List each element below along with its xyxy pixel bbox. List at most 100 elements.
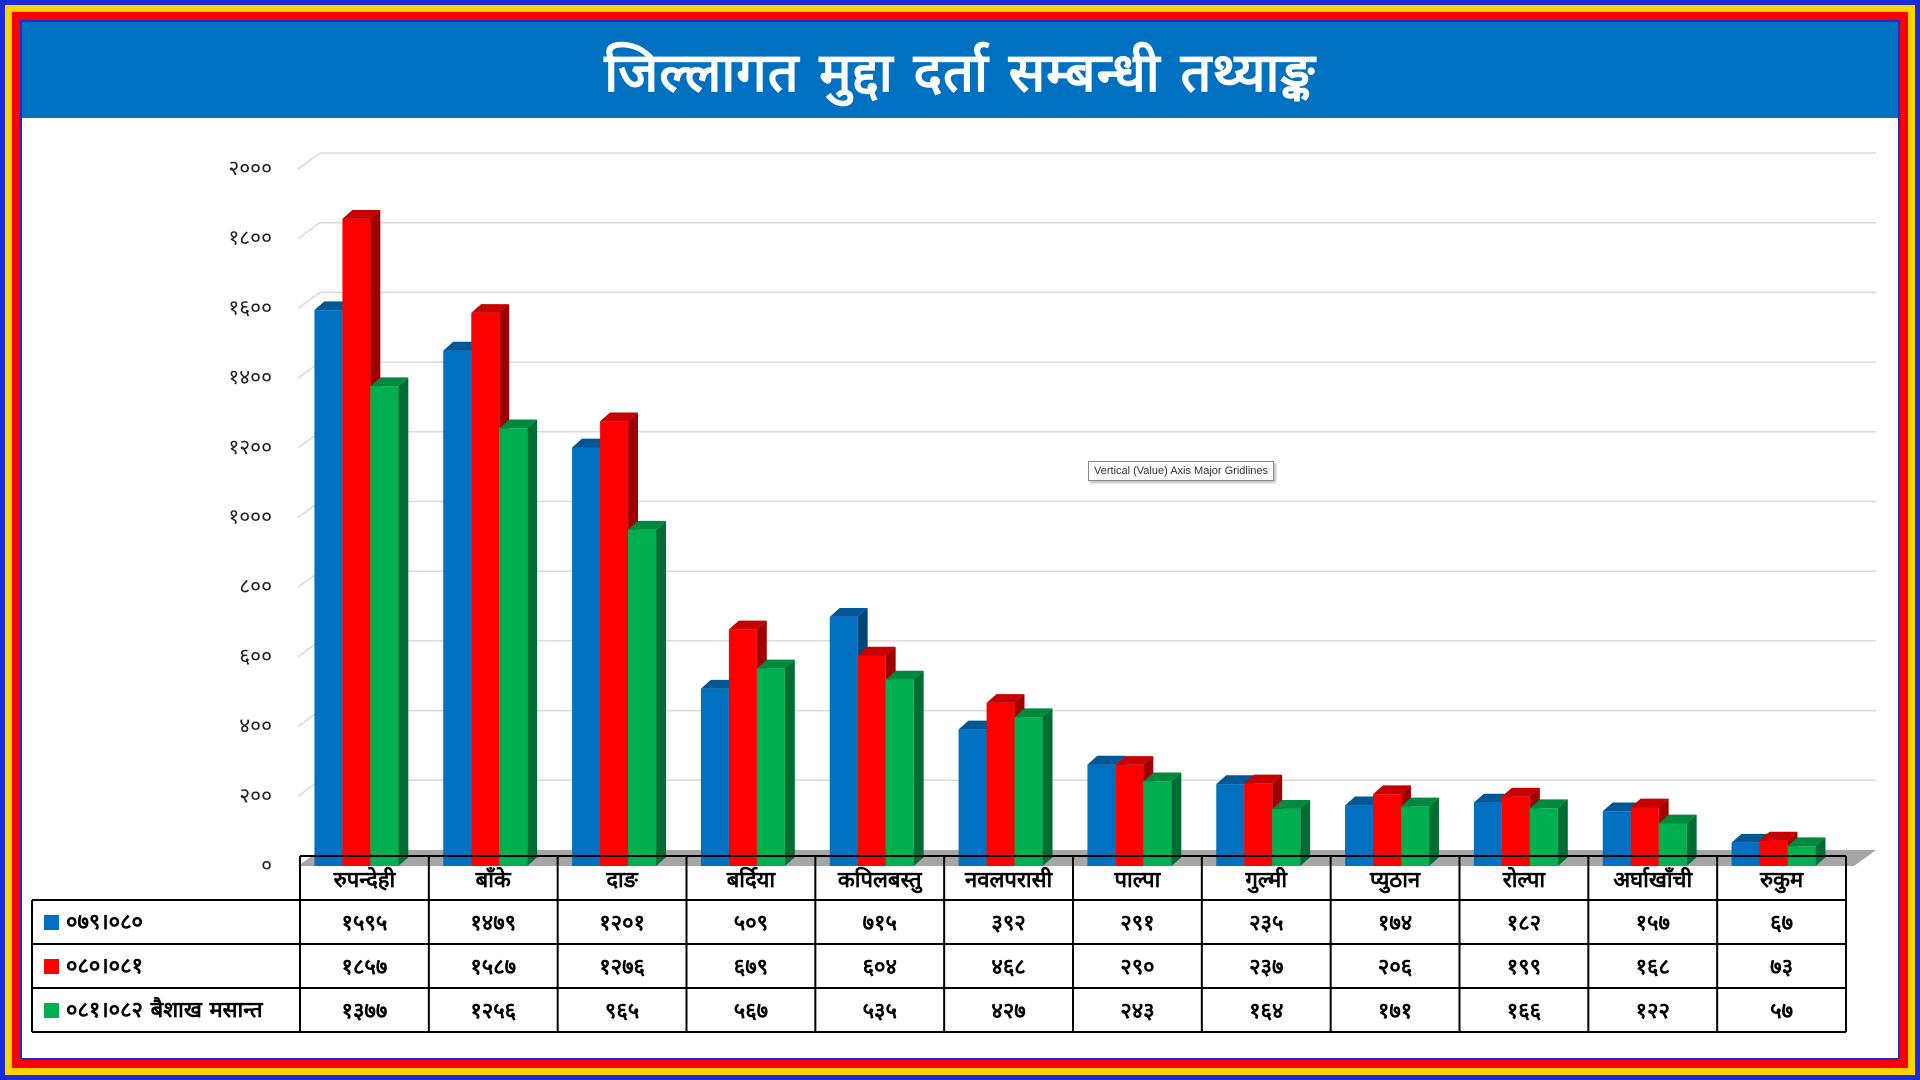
data-value-label: ५०९ [734, 911, 768, 936]
bar-side [1429, 797, 1439, 866]
bar-side [527, 419, 538, 866]
y-tick-label: ६०० [239, 644, 272, 668]
data-value-label: ५३५ [863, 999, 897, 1024]
category-label: कपिलबस्तु [837, 866, 923, 894]
bar [756, 668, 785, 866]
y-tick-label: १८०० [228, 226, 272, 250]
bar-side [1815, 837, 1826, 866]
data-value-label: १९९ [1507, 955, 1541, 980]
data-value-label: १७१ [1378, 999, 1412, 1024]
bar [628, 529, 657, 866]
bar [314, 310, 343, 867]
category-label: रुपन्देही [333, 866, 397, 893]
bar [728, 629, 757, 866]
data-value-label: ९६५ [605, 999, 639, 1024]
category-label: रोल्पा [1502, 866, 1547, 893]
data-value-label: १६८ [1636, 955, 1670, 980]
bar [572, 447, 601, 866]
category-label: रुकुम [1759, 868, 1804, 894]
data-value-label: २९१ [1120, 911, 1154, 936]
category-label: प्युठान [1369, 868, 1421, 894]
bar [370, 386, 399, 866]
y-tick-label: १००० [228, 505, 272, 529]
frame-inner-border [20, 20, 1900, 1060]
frame-red-border [12, 12, 1908, 1068]
legend-series-name: ०७९।०८० [66, 910, 143, 935]
category-label: पाल्पा [1114, 868, 1162, 893]
data-value-label: १२०१ [599, 911, 645, 936]
bar-side [1686, 814, 1697, 866]
y-tick-label: १२०० [228, 435, 272, 459]
data-value-label: १५७ [1636, 911, 1670, 936]
chart-title-bar: जिल्लागत मुद्दा दर्ता सम्बन्धी तथ्याङ्क [22, 22, 1898, 118]
data-value-label: ७१५ [863, 911, 897, 936]
data-value-label: ५७ [1770, 999, 1793, 1024]
bar [885, 679, 914, 866]
legend-series-name: ०८१।०८२ बैशाख मसान्त [66, 996, 264, 1023]
data-value-label: १५८७ [470, 955, 516, 980]
gridline-side [297, 152, 321, 170]
bar [1529, 808, 1558, 866]
data-value-label: २३५ [1249, 911, 1283, 936]
bar-top [1501, 787, 1540, 797]
bar [1373, 794, 1402, 866]
bar [1602, 811, 1631, 866]
data-value-label: ७३ [1770, 955, 1793, 980]
data-value-label: २०६ [1378, 955, 1413, 980]
bar [857, 655, 886, 866]
data-value-label: ४६८ [991, 955, 1025, 980]
bar [1216, 784, 1245, 866]
data-value-label: १५९५ [342, 911, 388, 936]
data-value-label: १७४ [1378, 911, 1412, 936]
bar [342, 218, 371, 866]
bar-top [1087, 755, 1126, 765]
bar [1658, 823, 1687, 866]
bar-top [1014, 708, 1053, 718]
bar [1244, 783, 1273, 866]
bar-top [1759, 831, 1798, 841]
bar [1501, 796, 1530, 866]
bar-top [1658, 814, 1697, 824]
bar [443, 350, 472, 867]
bar-side [398, 377, 409, 866]
data-value-label: ५६७ [734, 999, 768, 1024]
bar-top [1787, 837, 1826, 847]
bar [1115, 764, 1144, 866]
data-value-label: १२२ [1636, 999, 1670, 1024]
bar [1087, 764, 1116, 866]
bar [829, 616, 858, 866]
bar-side [656, 520, 666, 866]
bar-top [600, 412, 638, 422]
y-tick-label: २००० [228, 156, 272, 180]
bar-side [1557, 799, 1568, 866]
data-value-label: १२७६ [599, 955, 645, 980]
y-tick-label: ८०० [239, 574, 272, 598]
data-value-label: २४३ [1120, 999, 1154, 1024]
y-tick-label: ४०० [239, 714, 272, 738]
bar-side [1171, 772, 1182, 866]
legend-swatch [44, 1003, 59, 1018]
bar-top [370, 377, 409, 387]
bar [1731, 842, 1760, 866]
bar-top [342, 210, 381, 219]
data-value-label: ४२७ [991, 999, 1025, 1024]
bar [1014, 717, 1043, 866]
bar-top [829, 608, 868, 617]
bar-top [1115, 756, 1154, 765]
legend-swatch [44, 959, 59, 974]
category-label: गुल्मी [1244, 866, 1288, 894]
bar-top [728, 620, 767, 630]
bar-top [986, 694, 1025, 703]
data-value-label: ३९२ [991, 911, 1025, 936]
bar-top [1401, 797, 1439, 807]
y-tick-label: १४०० [228, 365, 272, 389]
bar-side [1042, 708, 1053, 866]
bar [958, 729, 987, 866]
bar-top [1244, 774, 1283, 784]
category-label: नवलपरासी [964, 866, 1053, 893]
gridline-side [297, 222, 321, 240]
bar [600, 421, 629, 866]
bar [1272, 808, 1301, 866]
